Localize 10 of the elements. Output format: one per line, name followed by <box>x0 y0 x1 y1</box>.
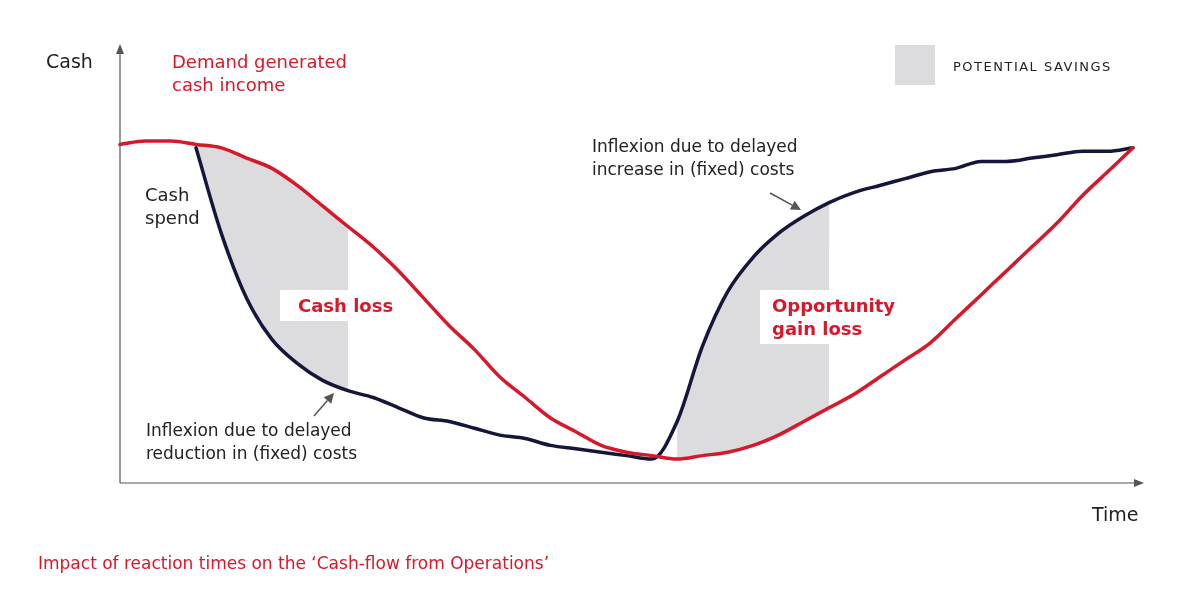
text: POTENTIAL SAVINGS <box>953 58 1112 76</box>
annotation: Inflexion due to delayed increase in (fixed) costs <box>592 135 799 181</box>
text: Demand generated cash income <box>172 50 349 96</box>
annotation: Inflexion due to delayed reduction in (fixed) costs <box>146 419 359 465</box>
text: Impact of reaction times on the ‘Cash-flow from Operations’ <box>38 552 550 575</box>
annotation: Opportunity gain loss <box>760 290 914 344</box>
x-axis-title: Time <box>1092 503 1139 526</box>
y-axis-title: Cash <box>46 50 93 73</box>
annotation: Cash loss <box>280 290 412 321</box>
series-label: Cash spend <box>145 183 201 229</box>
